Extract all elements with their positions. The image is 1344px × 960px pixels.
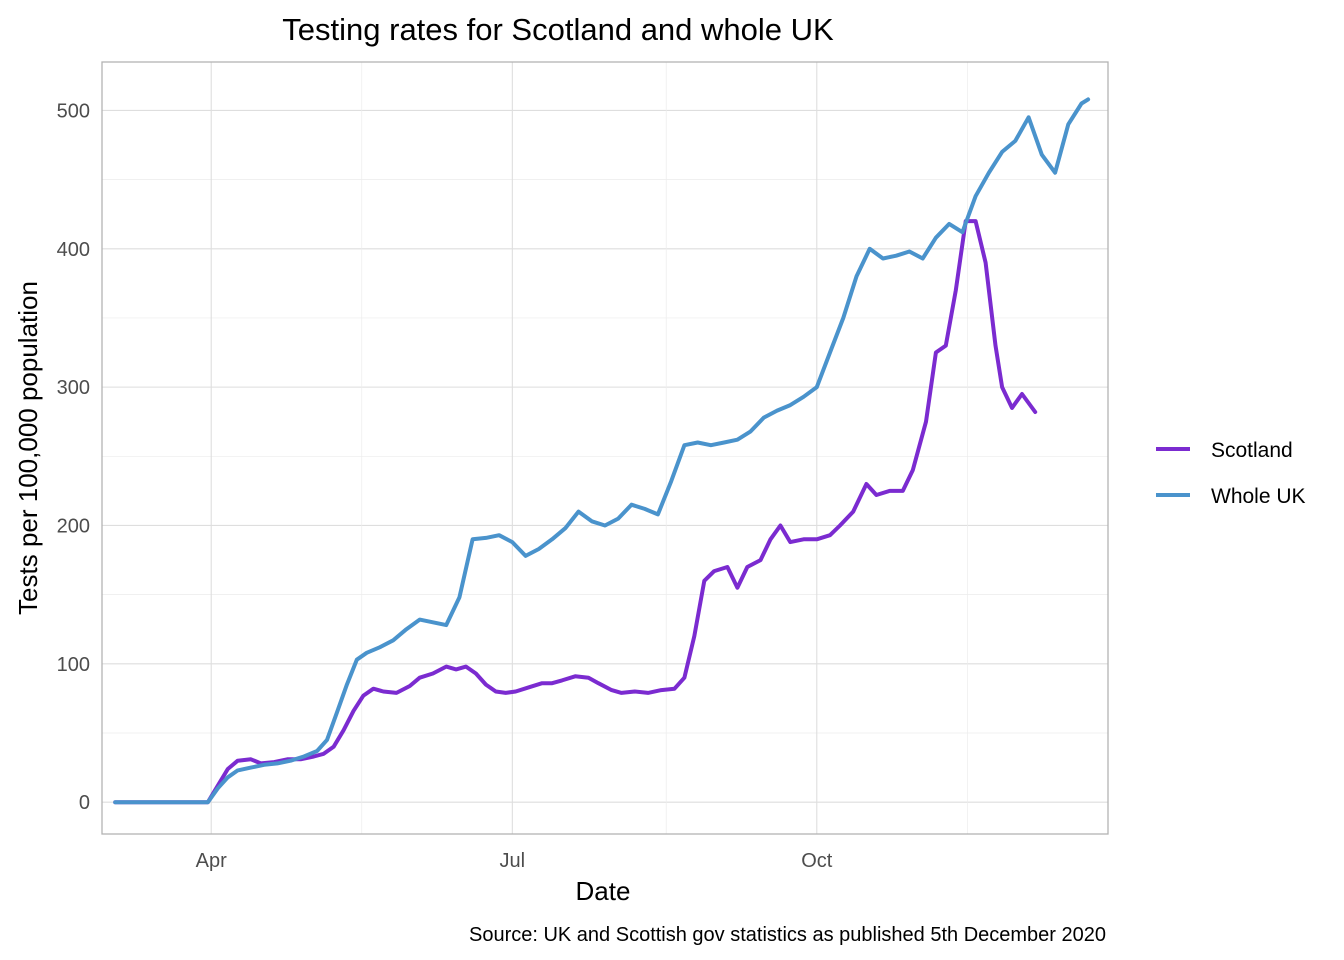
x-axis-title: Date bbox=[576, 876, 631, 906]
legend-label: Whole UK bbox=[1211, 485, 1306, 508]
legend: Scotland Whole UK bbox=[1156, 439, 1306, 508]
y-axis-title: Tests per 100,000 population bbox=[13, 281, 43, 615]
y-tick-label: 200 bbox=[57, 515, 90, 537]
y-tick-label: 300 bbox=[57, 377, 90, 399]
plot-panel-border bbox=[101, 61, 1109, 835]
y-axis-ticks: 0 100 200 300 400 500 bbox=[57, 100, 90, 814]
chart-title: Testing rates for Scotland and whole UK bbox=[282, 12, 834, 47]
x-tick-label: Jul bbox=[500, 850, 526, 872]
series-line-whole-uk bbox=[113, 97, 1091, 805]
y-tick-label: 400 bbox=[57, 239, 90, 261]
y-tick-label: 500 bbox=[57, 100, 90, 122]
x-axis-ticks: Apr Jul Oct bbox=[196, 850, 833, 872]
grid bbox=[102, 62, 1108, 834]
x-tick-label: Apr bbox=[196, 850, 227, 872]
series-line-scotland bbox=[113, 219, 1038, 805]
series-lines bbox=[113, 97, 1091, 805]
y-tick-label: 100 bbox=[57, 654, 90, 676]
chart-caption: Source: UK and Scottish gov statistics a… bbox=[469, 924, 1106, 946]
x-tick-label: Oct bbox=[801, 850, 833, 872]
legend-label: Scotland bbox=[1211, 439, 1293, 462]
y-tick-label: 0 bbox=[79, 792, 90, 814]
